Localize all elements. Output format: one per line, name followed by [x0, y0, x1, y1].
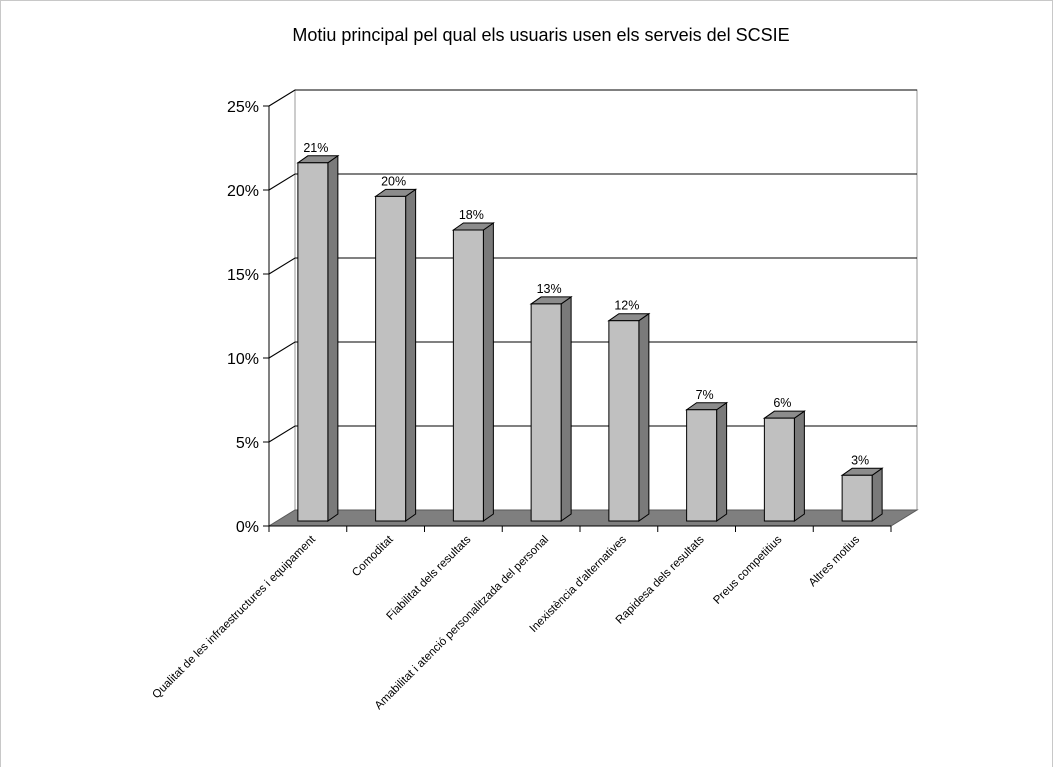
data-label: 13% [537, 282, 562, 296]
side-wall [268, 89, 296, 527]
data-label: 21% [303, 141, 328, 155]
bar-side [638, 312, 650, 522]
bar-side [482, 222, 494, 522]
bar-front [297, 162, 329, 522]
y-tick-label: 15% [227, 267, 259, 284]
bar-side [871, 467, 883, 522]
data-label: 18% [459, 208, 484, 222]
x-tick-label: Comoditat [350, 533, 396, 579]
floor-plane [267, 509, 919, 527]
gridline [268, 257, 917, 275]
data-label: 12% [614, 299, 639, 313]
bar-side [716, 401, 728, 522]
bar-side [793, 410, 805, 522]
chart-title: Motiu principal pel qual els usuaris use… [292, 25, 789, 45]
bar-front [375, 195, 407, 522]
bar-side [405, 188, 417, 522]
gridlines [268, 89, 917, 443]
bar-front [686, 409, 718, 522]
y-tick-label: 20% [227, 183, 259, 200]
bar-side [327, 154, 339, 522]
y-tick-label: 10% [227, 351, 259, 368]
bars: 21% 20% 18% 13% 12% 7% 6% 3% [296, 141, 884, 522]
y-tick-label: 0% [236, 519, 259, 536]
x-axis: Qualitat de les infraestructures i equip… [150, 525, 892, 712]
bar: 13% [529, 282, 573, 522]
x-tick-label: Rapidesa dels resultats [614, 533, 707, 626]
x-tick-label: Altres motius [807, 533, 863, 589]
y-tick-label: 25% [227, 99, 259, 116]
bar: 3% [840, 453, 884, 522]
x-tick-label: Fiabilitat dels resultats [385, 533, 474, 622]
bar-front [841, 474, 873, 522]
y-tick-label: 5% [236, 435, 259, 452]
bar-front [763, 417, 795, 522]
bar: 20% [374, 174, 418, 522]
data-label: 20% [381, 174, 406, 188]
gridline [268, 341, 917, 359]
bar-front [608, 320, 640, 522]
bar: 18% [451, 208, 495, 522]
gridline [268, 173, 917, 191]
gridline [268, 89, 917, 107]
bar: 7% [685, 388, 729, 522]
bar-front [530, 303, 562, 522]
data-label: 3% [851, 453, 869, 467]
x-tick-label: Preus competitius [711, 533, 784, 606]
data-label: 7% [696, 388, 714, 402]
bar: 6% [762, 396, 806, 522]
y-axis: 0% 5% 10% 15% 20% 25% [227, 99, 270, 536]
bar: 12% [607, 299, 651, 522]
chart-walls [268, 89, 918, 527]
data-label: 6% [773, 396, 791, 410]
x-tick-label: Qualitat de les infraestructures i equip… [150, 533, 318, 701]
bar-side [560, 295, 572, 522]
x-tick-label: Amabilitat i atenció personalitzada del … [373, 534, 551, 712]
bar: 21% [296, 141, 340, 522]
chart-floor [267, 509, 919, 527]
bar-front [452, 229, 484, 522]
